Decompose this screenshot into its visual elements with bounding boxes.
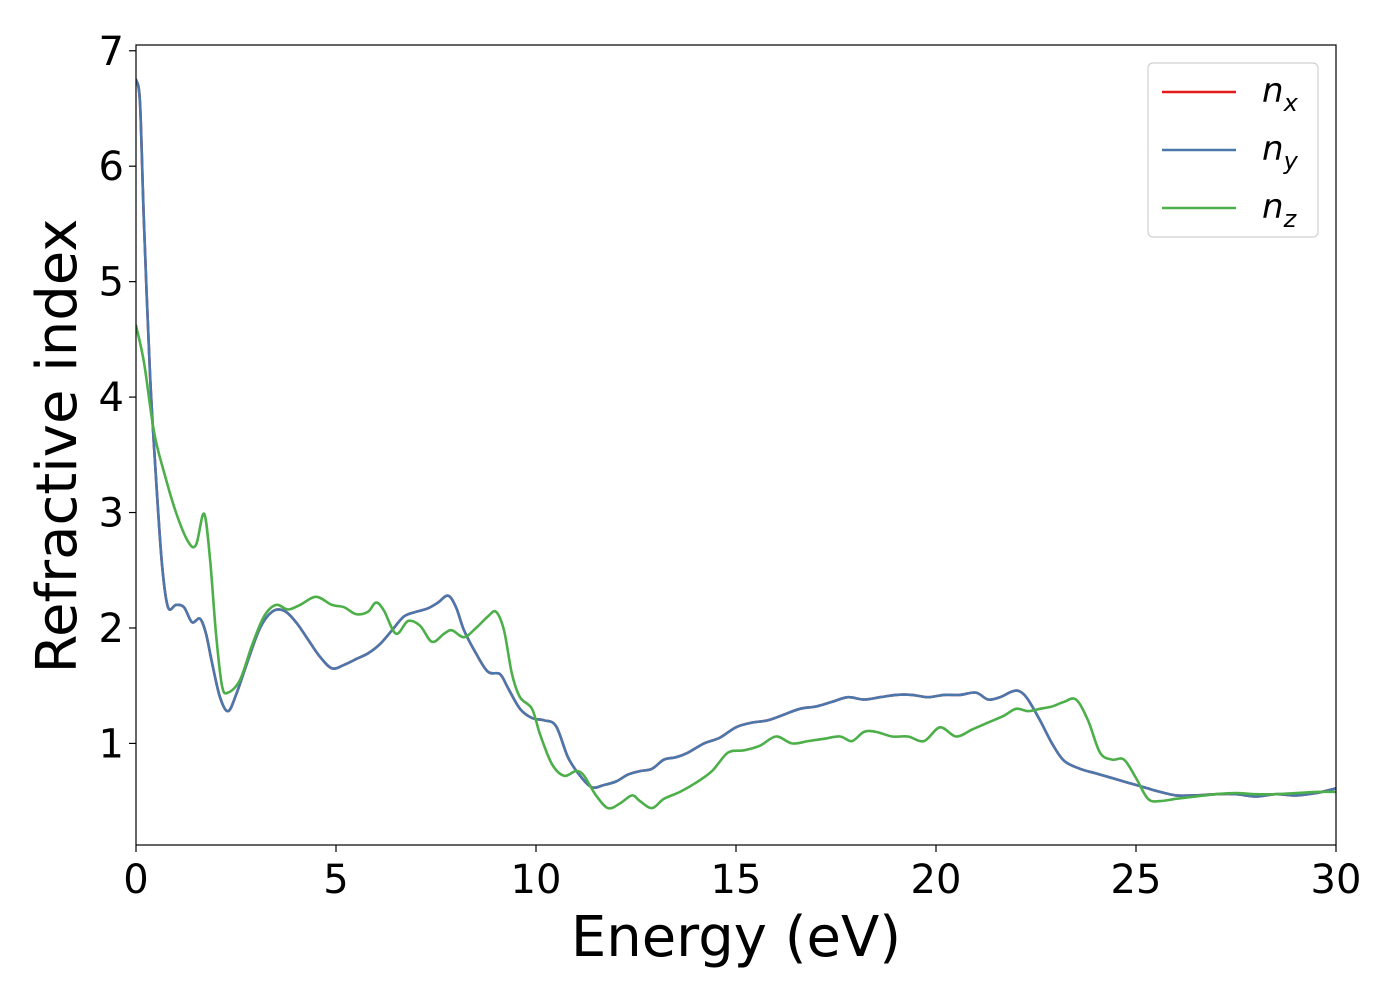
x-tick-label: 30 — [1311, 857, 1362, 903]
y-tick-label: 1 — [99, 721, 124, 767]
y-axis-title: Refractive index — [25, 219, 90, 674]
x-tick-label: 25 — [1111, 857, 1162, 903]
x-tick-label: 5 — [323, 857, 348, 903]
x-tick-label: 20 — [911, 857, 962, 903]
y-tick-label: 3 — [99, 491, 124, 537]
axis-ticks: 0 5 10 15 20 25 30 1 2 3 4 5 6 7 — [99, 29, 1362, 903]
x-tick-label: 10 — [511, 857, 562, 903]
plot-lines — [136, 78, 1336, 810]
x-tick-label: 0 — [123, 857, 148, 903]
x-axis-title: Energy (eV) — [571, 905, 901, 970]
y-tick-label: 2 — [99, 606, 124, 652]
y-tick-label: 4 — [99, 375, 124, 421]
series-line-z — [136, 324, 1336, 810]
y-tick-label: 7 — [99, 29, 124, 75]
y-tick-label: 5 — [99, 260, 124, 306]
x-tick-label: 15 — [711, 857, 762, 903]
y-tick-label: 6 — [99, 144, 124, 190]
series-line-y — [136, 78, 1336, 798]
